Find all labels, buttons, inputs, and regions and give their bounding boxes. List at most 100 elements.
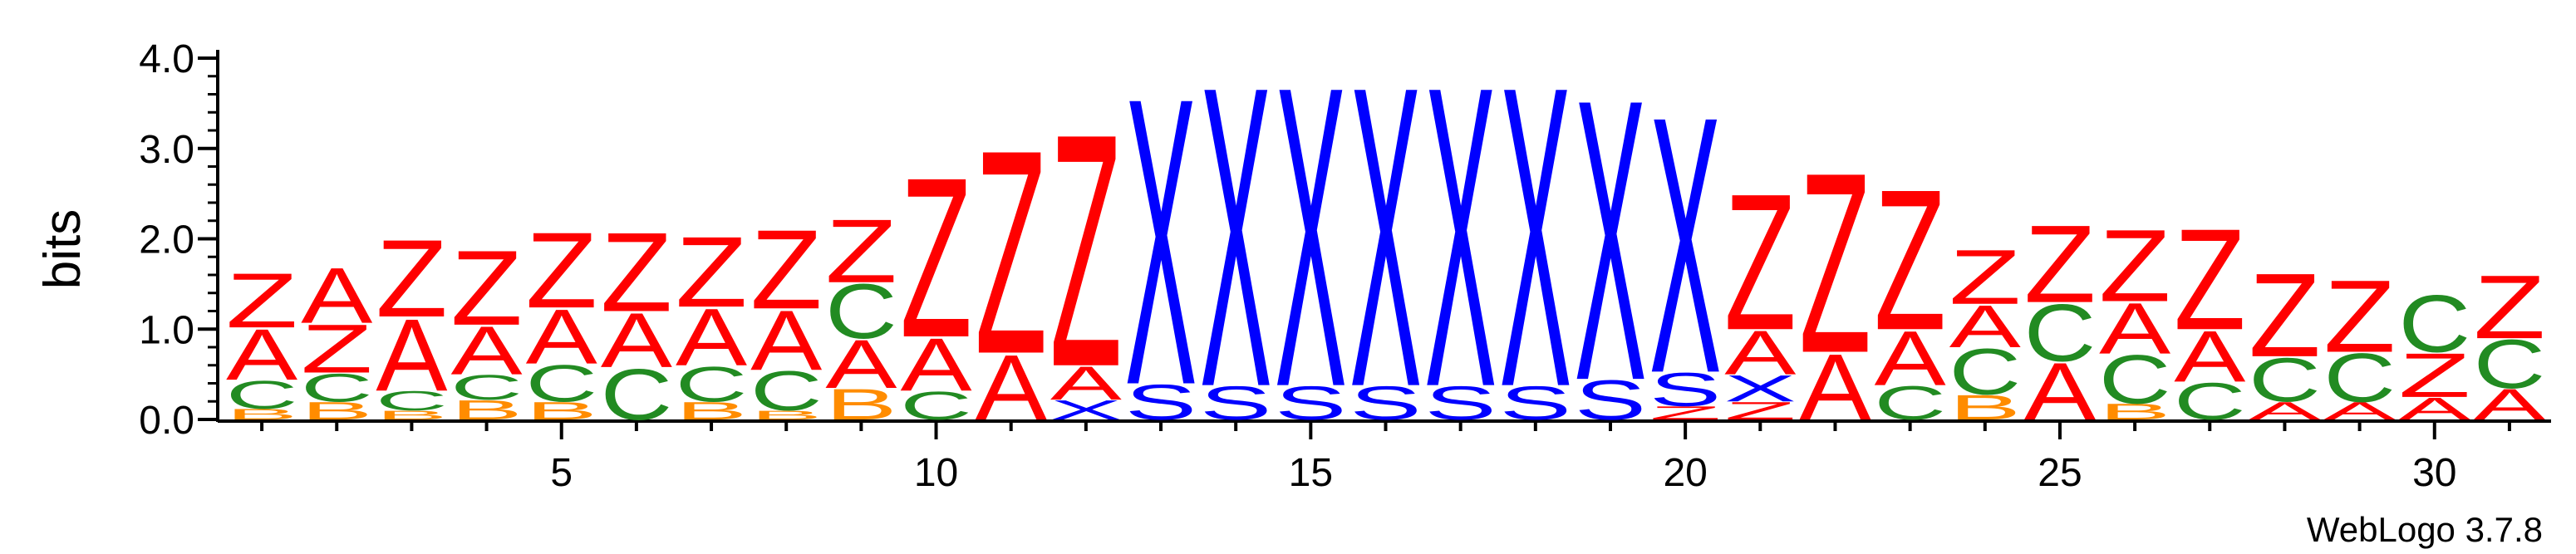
logo-glyph-a: A <box>301 252 373 341</box>
logo-glyph-z: Z <box>2474 257 2546 357</box>
logo-glyph-c: C <box>2099 341 2171 419</box>
logo-glyph-z: Z <box>1724 397 1797 425</box>
logo-glyph-x: X <box>1125 12 1197 471</box>
logo-glyph-x: X <box>1349 0 1422 476</box>
logo-glyph-a: A <box>526 293 598 380</box>
logo-glyph-x: X <box>1275 0 1347 476</box>
weblogo-version-label: WebLogo 3.7.8 <box>2307 510 2543 549</box>
logo-glyph-x: X <box>1500 0 1572 476</box>
logo-glyph-a: A <box>825 326 897 404</box>
y-axis-label: bits <box>34 209 91 289</box>
logo-glyph-c: C <box>1874 376 1946 429</box>
logo-glyph-c: C <box>825 268 897 355</box>
y-tick-label: 0.0 <box>139 399 194 443</box>
logo-glyph-z: Z <box>1799 120 1871 407</box>
logo-glyph-x: X <box>1649 40 1722 449</box>
logo-glyph-a: A <box>2249 397 2321 425</box>
logo-glyph-a: A <box>1724 318 1797 388</box>
logo-glyph-s: S <box>1349 377 1422 430</box>
logo-glyph-a: A <box>2324 397 2397 425</box>
logo-glyph-a: A <box>2024 346 2097 438</box>
logo-columns: BCAZBCZABCAZBCAZBCAZCAZBCAZBCAZBACZCAZAZ… <box>226 0 2545 476</box>
y-axis: 0.0 1.0 2.0 3.0 4.0 <box>139 37 219 443</box>
logo-glyph-c: C <box>450 368 523 407</box>
logo-glyph-z: Z <box>900 130 972 385</box>
x-tick-label: 20 <box>1663 451 1707 495</box>
logo-glyph-c: C <box>2474 326 2546 403</box>
logo-glyph-c: C <box>376 385 448 416</box>
logo-glyph-b: B <box>226 406 298 423</box>
logo-glyph-b: B <box>2099 399 2171 424</box>
logo-glyph-a: A <box>2174 316 2246 398</box>
logo-glyph-z: Z <box>1050 64 1123 436</box>
logo-glyph-s: S <box>1649 363 1722 416</box>
logo-glyph-s: S <box>1575 368 1647 431</box>
logo-glyph-c: C <box>226 373 298 418</box>
logo-glyph-a: A <box>1875 315 1947 402</box>
logo-glyph-a: A <box>2099 288 2171 370</box>
logo-glyph-z: Z <box>975 89 1047 414</box>
logo-glyph-z: Z <box>2099 209 2171 324</box>
logo-glyph-c: C <box>2024 287 2097 378</box>
logo-glyph-x: X <box>1575 16 1647 464</box>
logo-glyph-a: A <box>1050 357 1123 410</box>
logo-glyph-x: X <box>1724 367 1797 409</box>
logo-glyph-b: B <box>376 408 448 422</box>
logo-glyph-z: Z <box>2398 341 2470 410</box>
logo-glyph-x: X <box>1424 0 1497 476</box>
logo-glyph-c: C <box>525 354 597 413</box>
logo-glyph-z: Z <box>450 228 523 347</box>
logo-glyph-a: A <box>976 336 1048 439</box>
x-tick-label: 5 <box>550 451 573 495</box>
logo-glyph-z: Z <box>825 201 897 302</box>
logo-glyph-a: A <box>601 297 673 384</box>
logo-glyph-c: C <box>2249 345 2321 414</box>
logo-glyph-b: B <box>825 380 897 429</box>
logo-glyph-s: S <box>1500 377 1572 430</box>
logo-glyph-b: B <box>450 395 523 425</box>
x-tick-label: 30 <box>2412 451 2456 495</box>
x-tick-label: 15 <box>1289 451 1333 495</box>
logo-glyph-z: Z <box>1724 154 1797 371</box>
logo-glyph-a: A <box>750 292 822 388</box>
logo-glyph-x: X <box>1050 395 1123 425</box>
logo-glyph-c: C <box>750 360 823 423</box>
logo-glyph-a: A <box>226 315 298 396</box>
logo-glyph-z: Z <box>1649 403 1722 424</box>
logo-glyph-b: B <box>676 397 748 425</box>
y-tick-label: 3.0 <box>139 128 194 172</box>
logo-glyph-b: B <box>1949 388 2022 427</box>
logo-glyph-z: Z <box>676 216 748 328</box>
x-tick-label: 10 <box>914 451 958 495</box>
logo-glyph-s: S <box>1424 377 1497 430</box>
x-tick-label: 25 <box>2038 451 2082 495</box>
logo-glyph-c: C <box>2323 339 2396 416</box>
logo-glyph-b: B <box>301 397 373 425</box>
y-tick-label: 1.0 <box>139 308 194 352</box>
logo-glyph-z: Z <box>2174 199 2246 360</box>
logo-glyph-z: Z <box>2249 249 2321 382</box>
logo-glyph-s: S <box>1275 377 1347 430</box>
logo-glyph-z: Z <box>2024 203 2097 326</box>
logo-glyph-a: A <box>376 297 448 413</box>
logo-glyph-c: C <box>2174 372 2246 431</box>
logo-glyph-z: Z <box>301 310 373 387</box>
logo-glyph-a: A <box>676 292 748 384</box>
y-tick-label: 2.0 <box>139 218 194 262</box>
y-tick-label: 4.0 <box>139 37 194 81</box>
logo-glyph-s: S <box>1125 375 1197 430</box>
x-axis: 5 10 15 20 25 30 <box>218 419 2551 495</box>
logo-glyph-z: Z <box>2323 260 2396 375</box>
logo-glyph-a: A <box>2399 391 2471 426</box>
logo-glyph-z: Z <box>1949 234 2022 321</box>
logo-glyph-a: A <box>1799 334 1871 439</box>
logo-glyph-s: S <box>1200 377 1272 430</box>
logo-glyph-c: C <box>676 356 748 412</box>
logo-glyph-z: Z <box>601 209 673 336</box>
logo-glyph-z: Z <box>1874 148 1946 372</box>
logo-glyph-c: C <box>301 365 373 410</box>
logo-glyph-z: Z <box>376 218 448 341</box>
logo-glyph-a: A <box>2474 380 2545 429</box>
logo-glyph-a: A <box>900 322 972 407</box>
